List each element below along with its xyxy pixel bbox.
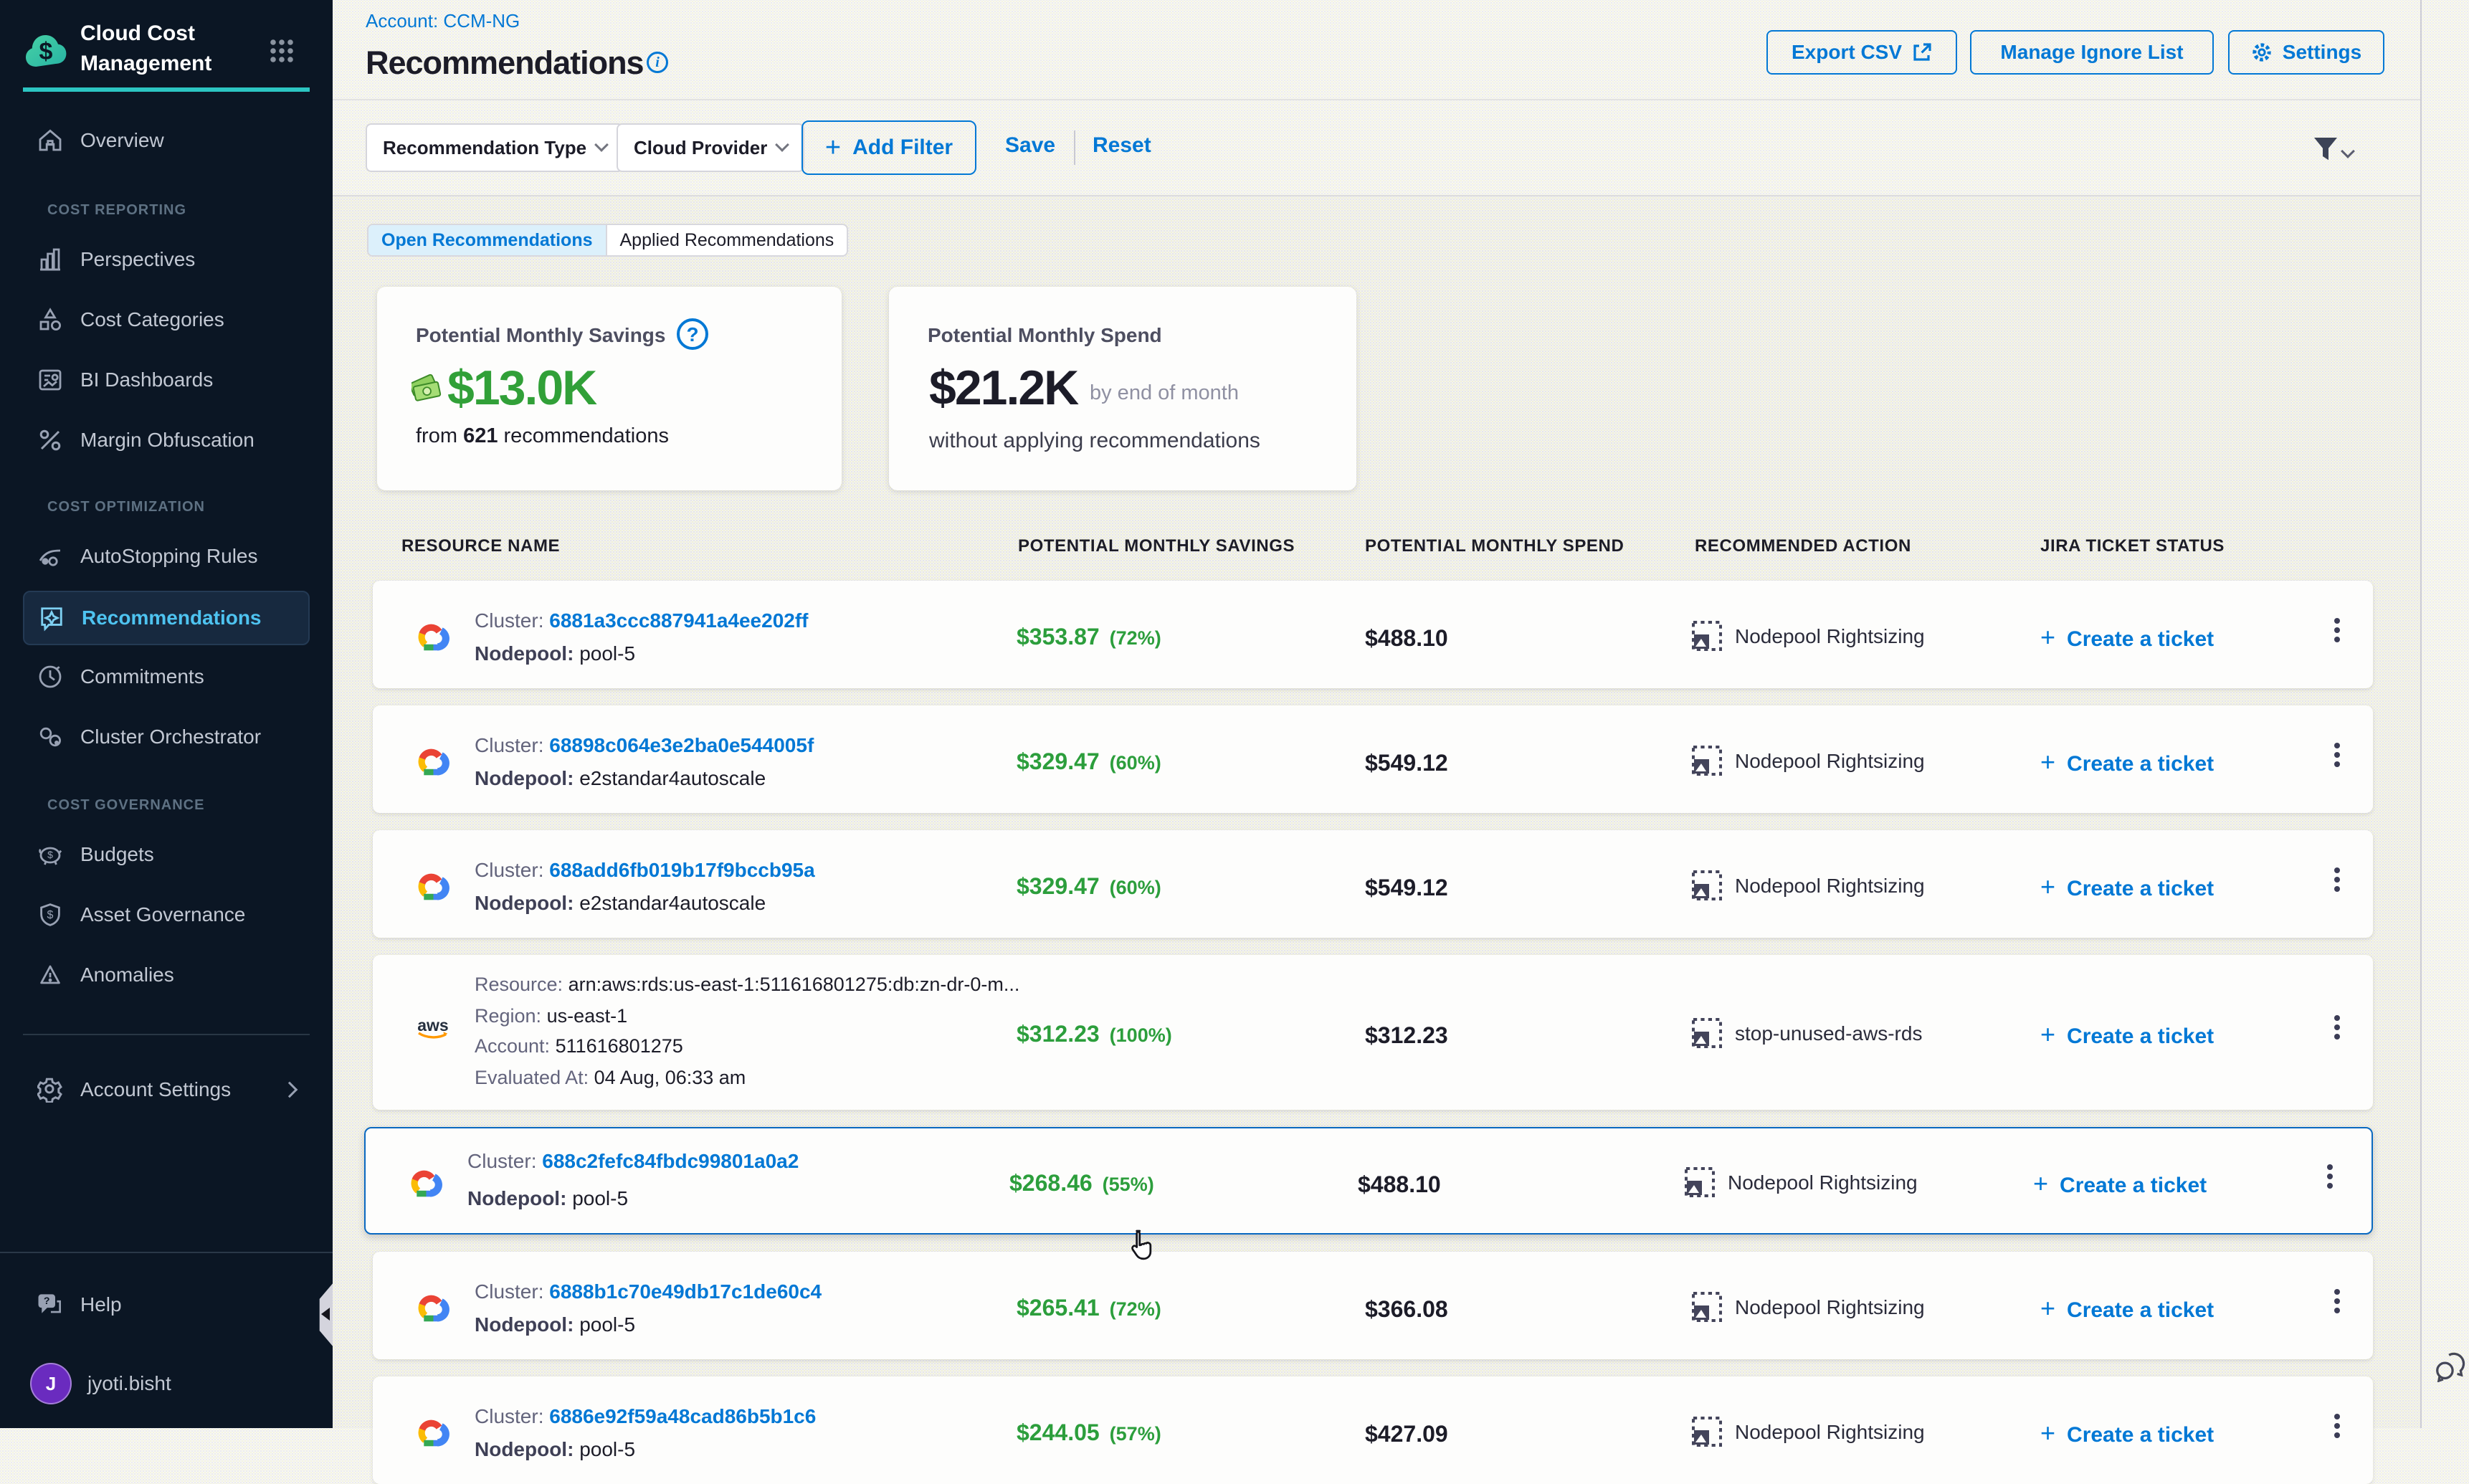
svg-text:?: ? xyxy=(44,1295,50,1307)
svg-text:$: $ xyxy=(39,38,53,65)
svg-text:$: $ xyxy=(47,909,54,921)
svg-text:aws: aws xyxy=(417,1017,448,1034)
svg-text:$: $ xyxy=(47,849,53,860)
